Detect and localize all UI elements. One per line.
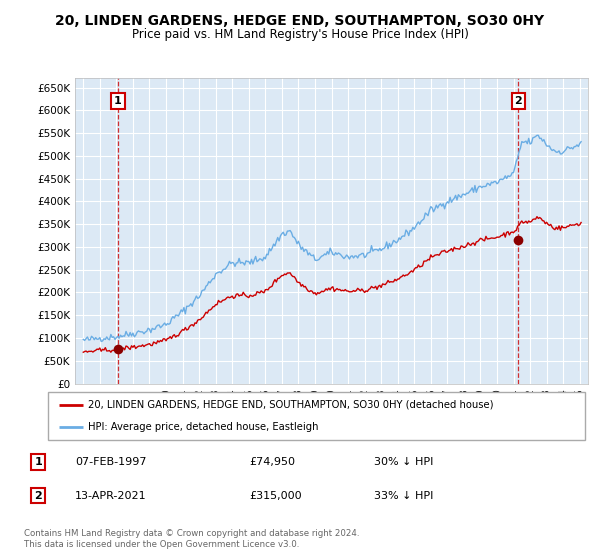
Text: 13-APR-2021: 13-APR-2021 (75, 491, 146, 501)
Text: 30% ↓ HPI: 30% ↓ HPI (374, 457, 433, 467)
Text: 2: 2 (514, 96, 522, 106)
Text: 1: 1 (34, 457, 42, 467)
Text: 2: 2 (34, 491, 42, 501)
Text: HPI: Average price, detached house, Eastleigh: HPI: Average price, detached house, East… (88, 422, 319, 432)
FancyBboxPatch shape (48, 392, 585, 440)
Text: 1: 1 (114, 96, 122, 106)
Text: 20, LINDEN GARDENS, HEDGE END, SOUTHAMPTON, SO30 0HY: 20, LINDEN GARDENS, HEDGE END, SOUTHAMPT… (55, 14, 545, 28)
Text: £74,950: £74,950 (250, 457, 296, 467)
Text: Price paid vs. HM Land Registry's House Price Index (HPI): Price paid vs. HM Land Registry's House … (131, 28, 469, 41)
Text: 20, LINDEN GARDENS, HEDGE END, SOUTHAMPTON, SO30 0HY (detached house): 20, LINDEN GARDENS, HEDGE END, SOUTHAMPT… (88, 400, 494, 410)
Text: 07-FEB-1997: 07-FEB-1997 (75, 457, 146, 467)
Text: Contains HM Land Registry data © Crown copyright and database right 2024.
This d: Contains HM Land Registry data © Crown c… (24, 529, 359, 549)
Text: 33% ↓ HPI: 33% ↓ HPI (374, 491, 433, 501)
Text: £315,000: £315,000 (250, 491, 302, 501)
